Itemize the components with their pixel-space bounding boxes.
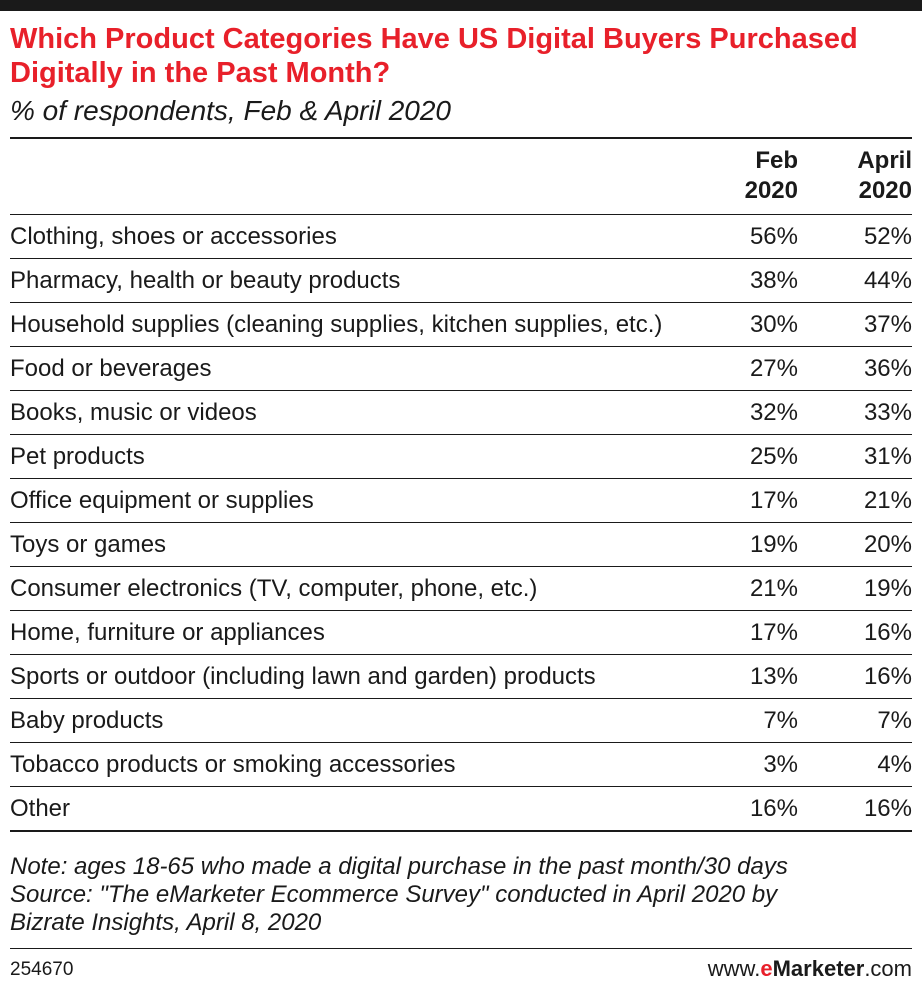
column-header-feb-line1: Feb: [755, 147, 798, 174]
table-row: Home, furniture or appliances 17% 16%: [10, 610, 912, 655]
table-row: Other 16% 16%: [10, 786, 912, 832]
source-line-continued: Bizrate Insights, April 8, 2020: [10, 909, 322, 936]
footer-rule: [10, 948, 912, 949]
row-label: Household supplies (cleaning supplies, k…: [10, 302, 670, 347]
value-april: 19%: [798, 566, 912, 611]
brand-prefix: www.: [707, 956, 761, 981]
value-feb: 30%: [670, 302, 798, 347]
table-row: Office equipment or supplies 17% 21%: [10, 478, 912, 523]
value-feb: 25%: [670, 434, 798, 479]
column-header-feb: Feb 2020: [700, 146, 798, 206]
value-feb: 3%: [670, 742, 798, 787]
row-label: Home, furniture or appliances: [10, 610, 670, 655]
table-row: Pet products 25% 31%: [10, 434, 912, 479]
value-feb: 32%: [670, 390, 798, 435]
row-label: Toys or games: [10, 522, 670, 567]
value-april: 31%: [798, 434, 912, 479]
table-row: Baby products 7% 7%: [10, 698, 912, 743]
chart-title: Which Product Categories Have US Digital…: [10, 23, 858, 89]
value-april: 37%: [798, 302, 912, 347]
value-april: 52%: [798, 215, 912, 259]
table-row: Food or beverages 27% 36%: [10, 346, 912, 391]
note-line: Note: ages 18-65 who made a digital purc…: [10, 853, 788, 880]
value-april: 33%: [798, 390, 912, 435]
table-row: Consumer electronics (TV, computer, phon…: [10, 566, 912, 611]
column-header-feb-line2: 2020: [744, 177, 798, 204]
row-label: Baby products: [10, 698, 670, 743]
data-table: Clothing, shoes or accessories 56% 52% Phar…: [10, 215, 912, 832]
row-label: Other: [10, 786, 670, 832]
brand-logo: www.eMarketer.com: [708, 956, 912, 982]
table-row: Household supplies (cleaning supplies, k…: [10, 302, 912, 347]
row-label: Pet products: [10, 434, 670, 479]
value-feb: 27%: [670, 346, 798, 391]
header-bottom-rule: [10, 214, 912, 215]
value-feb: 38%: [670, 258, 798, 303]
value-april: 21%: [798, 478, 912, 523]
table-row: Toys or games 19% 20%: [10, 522, 912, 567]
value-feb: 16%: [670, 786, 798, 832]
source-line: Source: "The eMarketer Ecommerce Survey"…: [10, 881, 778, 908]
value-feb: 13%: [670, 654, 798, 699]
table-row: Sports or outdoor (including lawn and ga…: [10, 654, 912, 699]
table-row: Clothing, shoes or accessories 56% 52%: [10, 215, 912, 259]
table-row: Books, music or videos 32% 33%: [10, 390, 912, 435]
value-feb: 7%: [670, 698, 798, 743]
row-label: Books, music or videos: [10, 390, 670, 435]
value-feb: 17%: [670, 610, 798, 655]
chart-id: 254670: [10, 959, 74, 980]
row-label: Pharmacy, health or beauty products: [10, 258, 670, 303]
column-header-april-line2: 2020: [858, 177, 912, 204]
column-header-april: April 2020: [800, 146, 912, 206]
value-april: 44%: [798, 258, 912, 303]
value-feb: 19%: [670, 522, 798, 567]
row-label: Food or beverages: [10, 346, 670, 391]
value-april: 36%: [798, 346, 912, 391]
table-body: Clothing, shoes or accessories 56% 52% Phar…: [10, 215, 912, 832]
value-feb: 56%: [670, 215, 798, 259]
value-feb: 21%: [670, 566, 798, 611]
row-label: Sports or outdoor (including lawn and ga…: [10, 654, 670, 699]
row-label: Consumer electronics (TV, computer, phon…: [10, 566, 670, 611]
row-label: Clothing, shoes or accessories: [10, 215, 670, 259]
brand-accent: e: [760, 956, 773, 981]
table-row: Tobacco products or smoking accessories 3…: [10, 742, 912, 787]
value-april: 16%: [798, 786, 912, 832]
value-april: 4%: [798, 742, 912, 787]
brand-main: Marketer: [772, 956, 865, 981]
top-bar: [0, 0, 922, 11]
row-label: Office equipment or supplies: [10, 478, 670, 523]
brand-suffix: .com: [864, 956, 912, 981]
row-label: Tobacco products or smoking accessories: [10, 742, 670, 787]
value-april: 16%: [798, 654, 912, 699]
value-april: 7%: [798, 698, 912, 743]
header-top-rule: [10, 137, 912, 139]
column-header-april-line1: April: [857, 147, 912, 174]
chart-notes: Note: ages 18-65 who made a digital purc…: [10, 853, 915, 937]
value-april: 16%: [798, 610, 912, 655]
value-april: 20%: [798, 522, 912, 567]
chart-subtitle: % of respondents, Feb & April 2020: [10, 95, 451, 126]
table-row: Pharmacy, health or beauty products 38% 44…: [10, 258, 912, 303]
value-feb: 17%: [670, 478, 798, 523]
